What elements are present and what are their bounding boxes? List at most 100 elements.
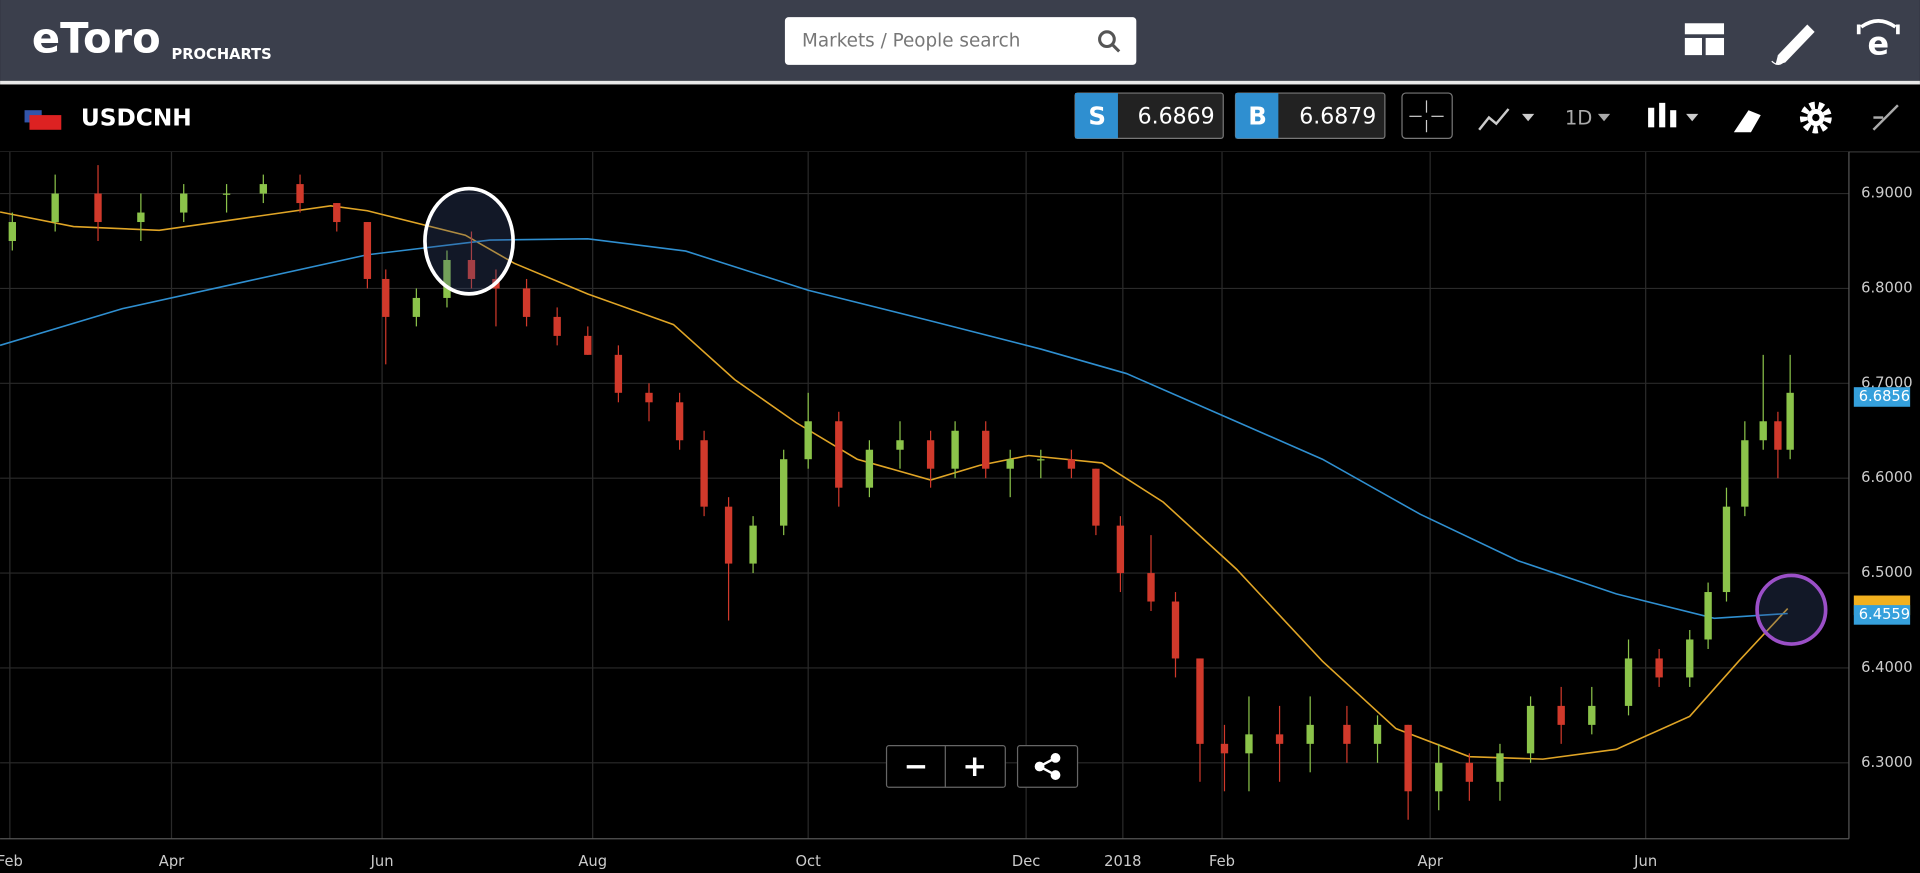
candle-body	[382, 278, 390, 317]
candle-body	[645, 392, 653, 403]
share-icon	[1034, 753, 1061, 780]
price-label-box	[1853, 387, 1911, 407]
flag-icon	[24, 110, 62, 130]
candle-body	[614, 354, 623, 393]
collapse-button[interactable]	[1872, 104, 1899, 131]
candle-body	[1306, 724, 1314, 744]
candle-body	[443, 259, 451, 298]
timeframe[interactable]: 1D	[1565, 106, 1593, 129]
x-tick-label: Feb	[0, 853, 23, 870]
svg-text:e: e	[1868, 24, 1890, 62]
candle-body	[982, 430, 990, 469]
candle-body	[780, 459, 788, 526]
candle-body	[296, 184, 304, 204]
candle-body	[724, 506, 733, 564]
candle-body	[8, 222, 16, 242]
settings-button[interactable]	[1799, 101, 1832, 134]
draw-tool-button[interactable]	[1733, 110, 1761, 133]
candle-body	[1147, 573, 1155, 602]
candle-body	[467, 259, 476, 279]
candle-body	[553, 316, 561, 336]
candle-body	[1774, 421, 1782, 450]
candle-body	[363, 222, 372, 279]
candle-body	[1245, 734, 1253, 754]
candle-body	[412, 297, 421, 317]
plot-background	[0, 151, 1849, 839]
buy-label: B	[1248, 102, 1267, 131]
timeframe-caret	[1597, 113, 1611, 122]
candle-body	[749, 525, 757, 564]
crosshair-icon	[1409, 100, 1444, 133]
x-tick-label: Oct	[795, 853, 821, 870]
candle-body	[1220, 743, 1229, 754]
candle-body	[1741, 440, 1749, 507]
candle-body	[1704, 592, 1712, 640]
x-tick-label: Apr	[1417, 853, 1443, 870]
candle-body	[1435, 762, 1443, 792]
sell-badge	[1075, 93, 1118, 139]
candle-body	[896, 440, 904, 450]
crosshair-button[interactable]	[1401, 92, 1453, 139]
zoom-in-button[interactable]: +	[962, 749, 987, 783]
search-placeholder: Markets / People search	[802, 31, 1020, 52]
candle-body	[1624, 658, 1633, 706]
y-tick-label: 6.6000	[1861, 469, 1912, 486]
candle-body	[1404, 724, 1412, 792]
chart-type-button[interactable]	[1648, 102, 1699, 128]
search-icon[interactable]	[1098, 30, 1121, 53]
candle-body	[1655, 658, 1663, 678]
candle-body	[1067, 459, 1076, 469]
edit-icon[interactable]	[1771, 24, 1815, 65]
price-label-box	[1853, 605, 1911, 625]
candle-body	[1496, 753, 1504, 782]
candle-body	[1465, 762, 1474, 782]
candle-body	[180, 193, 188, 213]
y-tick-label: 6.4000	[1861, 659, 1912, 676]
x-tick-label: Feb	[1209, 853, 1235, 870]
candle-body	[51, 193, 59, 223]
candle-body	[1786, 392, 1794, 450]
layout-icon[interactable]	[1684, 23, 1725, 56]
candle-body	[1343, 724, 1351, 744]
candle-body	[865, 449, 874, 488]
indicator-button[interactable]	[1478, 108, 1535, 131]
candle-body	[1037, 459, 1045, 461]
header-rule	[0, 80, 1920, 85]
x-tick-label: Apr	[159, 853, 185, 870]
candle-body	[1722, 506, 1731, 593]
candle-body	[1557, 705, 1565, 725]
toolbar	[0, 84, 1920, 152]
candle-body	[951, 430, 959, 469]
price-label: 6.6856	[1859, 388, 1910, 405]
share-button[interactable]	[1016, 745, 1079, 788]
candle-body	[700, 440, 708, 507]
search-box[interactable]	[784, 17, 1137, 65]
x-tick-label: Jun	[1633, 853, 1657, 870]
candle-body	[137, 212, 145, 223]
candle-body	[1526, 705, 1535, 754]
candle-body	[675, 402, 684, 441]
zoom-out-button[interactable]: −	[904, 749, 929, 783]
candle-body	[804, 421, 812, 460]
candle-body	[259, 184, 267, 194]
y-tick-label: 6.7000	[1861, 374, 1912, 391]
y-tick-label: 6.8000	[1861, 279, 1912, 296]
highlight-circle	[1755, 573, 1828, 646]
profile-icon[interactable]: e	[1856, 18, 1900, 62]
candle-body	[333, 203, 341, 223]
sell-label: S	[1088, 102, 1106, 131]
candle-body	[222, 193, 231, 195]
candle-body	[1196, 658, 1204, 744]
logo[interactable]: eToro	[32, 14, 161, 63]
x-tick-label: 2018	[1104, 853, 1141, 870]
candle-body	[522, 288, 531, 317]
buy-badge	[1235, 93, 1279, 139]
y-tick-label: 6.9000	[1861, 185, 1912, 202]
candle-body	[1006, 459, 1014, 469]
candle-body	[1092, 468, 1100, 526]
candle-body	[584, 335, 592, 355]
candle-body	[1373, 724, 1382, 744]
y-tick-label: 6.3000	[1861, 754, 1912, 771]
